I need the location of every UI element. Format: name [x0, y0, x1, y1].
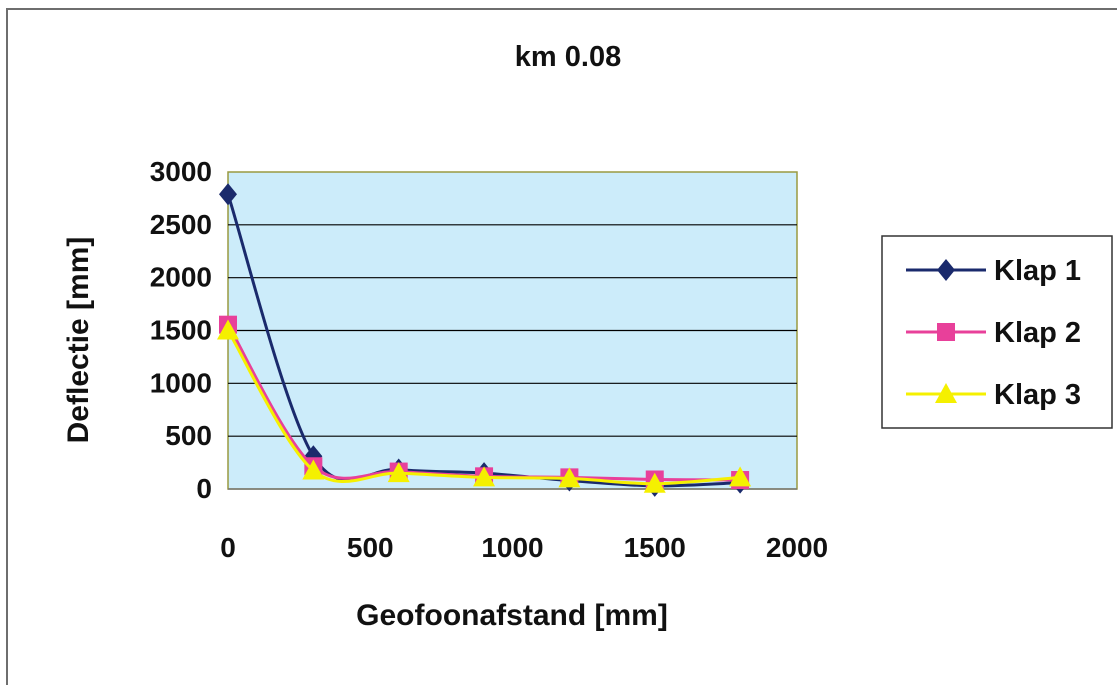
series-lines — [217, 183, 752, 497]
legend-marker — [935, 383, 957, 403]
data-point — [473, 466, 496, 487]
legend: Klap 1 Klap 2 Klap 3 — [881, 235, 1113, 429]
y-tick-labels: 0 500 1000 1500 2000 2500 3000 — [150, 156, 212, 504]
y-tick-label: 3000 — [150, 156, 212, 187]
legend-item: Klap 1 — [906, 255, 1081, 287]
y-tick-label: 2000 — [150, 262, 212, 293]
data-point — [558, 467, 581, 488]
data-point — [302, 459, 325, 480]
x-tick-label: 500 — [347, 532, 394, 563]
legend-label: Klap 2 — [994, 317, 1081, 349]
legend-marker — [937, 323, 955, 341]
y-tick-label: 2500 — [150, 209, 212, 240]
data-point — [387, 462, 410, 483]
series-3 — [217, 319, 752, 493]
legend-label: Klap 1 — [994, 255, 1081, 287]
chart-title: km 0.08 — [515, 41, 621, 73]
y-axis-label: Deflectie [mm] — [62, 237, 95, 444]
data-point — [217, 319, 239, 340]
x-tick-label: 1500 — [624, 532, 686, 563]
x-tick-label: 0 — [220, 532, 236, 563]
legend-label: Klap 3 — [994, 379, 1081, 411]
grid-lines — [228, 224, 797, 490]
x-axis-label: Geofoonafstand [mm] — [356, 599, 668, 632]
x-tick-labels: 0 500 1000 1500 2000 — [220, 532, 828, 563]
data-point — [643, 472, 666, 493]
chart-frame — [6, 8, 1117, 685]
y-tick-label: 1000 — [150, 367, 212, 398]
x-tick-label: 2000 — [766, 532, 828, 563]
data-point — [219, 183, 237, 206]
legend-item: Klap 2 — [906, 317, 1081, 349]
legend-marker — [937, 259, 955, 281]
y-tick-label: 0 — [196, 473, 212, 504]
legend-item: Klap 3 — [906, 379, 1081, 411]
y-tick-label: 500 — [165, 420, 212, 451]
data-point — [729, 466, 752, 487]
x-tick-label: 1000 — [481, 532, 543, 563]
y-tick-label: 1500 — [150, 315, 212, 346]
